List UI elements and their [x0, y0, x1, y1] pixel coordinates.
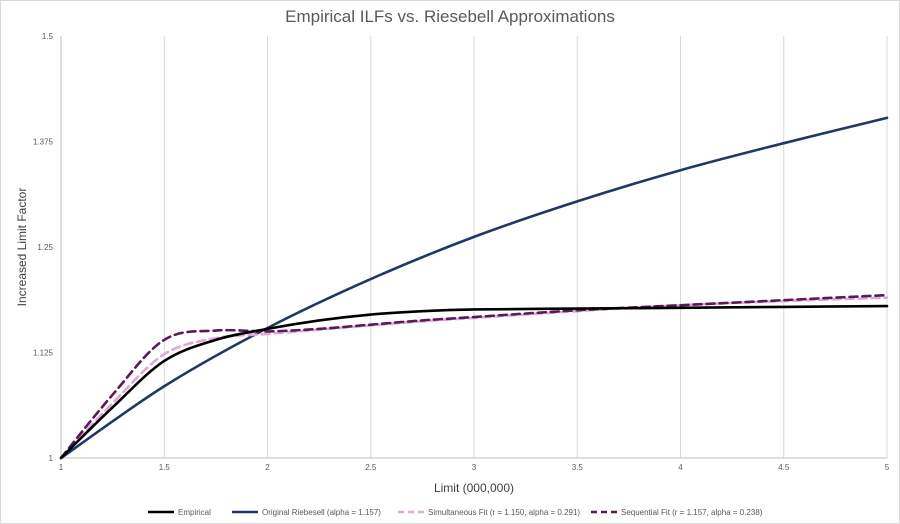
x-tick-label: 3.5 — [572, 463, 584, 472]
grid — [163, 36, 888, 458]
legend: Empirical Original Riebesell (alpha = 1.1… — [148, 508, 763, 517]
x-tick-labels: 1 1.5 2 2.5 3 3.5 4 4.5 5 — [59, 463, 890, 472]
x-tick-label: 2.5 — [365, 463, 377, 472]
series-line-sequential-fit — [59, 293, 889, 460]
y-tick-label: 1.375 — [33, 138, 54, 147]
axes — [60, 36, 887, 459]
legend-label: Simultaneous Fit (r = 1.150, alpha = 0.2… — [428, 508, 580, 517]
series-line-original-riebesell — [59, 116, 889, 460]
x-tick-label: 4 — [678, 463, 683, 472]
x-tick-label: 3 — [472, 463, 477, 472]
x-tick-label: 4.5 — [778, 463, 790, 472]
x-tick-label: 5 — [885, 463, 890, 472]
x-tick-label: 2 — [265, 463, 270, 472]
y-tick-label: 1.125 — [33, 349, 54, 358]
y-tick-label: 1 — [49, 454, 54, 463]
chart-title: Empirical ILFs vs. Riesebell Approximati… — [285, 7, 615, 26]
x-tick-label: 1 — [59, 463, 64, 472]
legend-label: Empirical — [178, 508, 211, 517]
legend-label: Original Riebesell (alpha = 1.157) — [262, 508, 381, 517]
x-tick-label: 1.5 — [159, 463, 171, 472]
x-axis-title: Limit (000,000) — [434, 481, 514, 495]
series-line-empirical — [59, 304, 889, 460]
y-tick-label: 1.25 — [37, 243, 53, 252]
series-group — [59, 116, 889, 460]
y-tick-label: 1.5 — [42, 32, 54, 41]
y-tick-labels: 1 1.125 1.25 1.375 1.5 — [33, 32, 54, 463]
y-axis-title: Increased Limit Factor — [15, 188, 29, 307]
legend-label: Sequential Fit (r = 1.157, alpha = 0.238… — [621, 508, 763, 517]
